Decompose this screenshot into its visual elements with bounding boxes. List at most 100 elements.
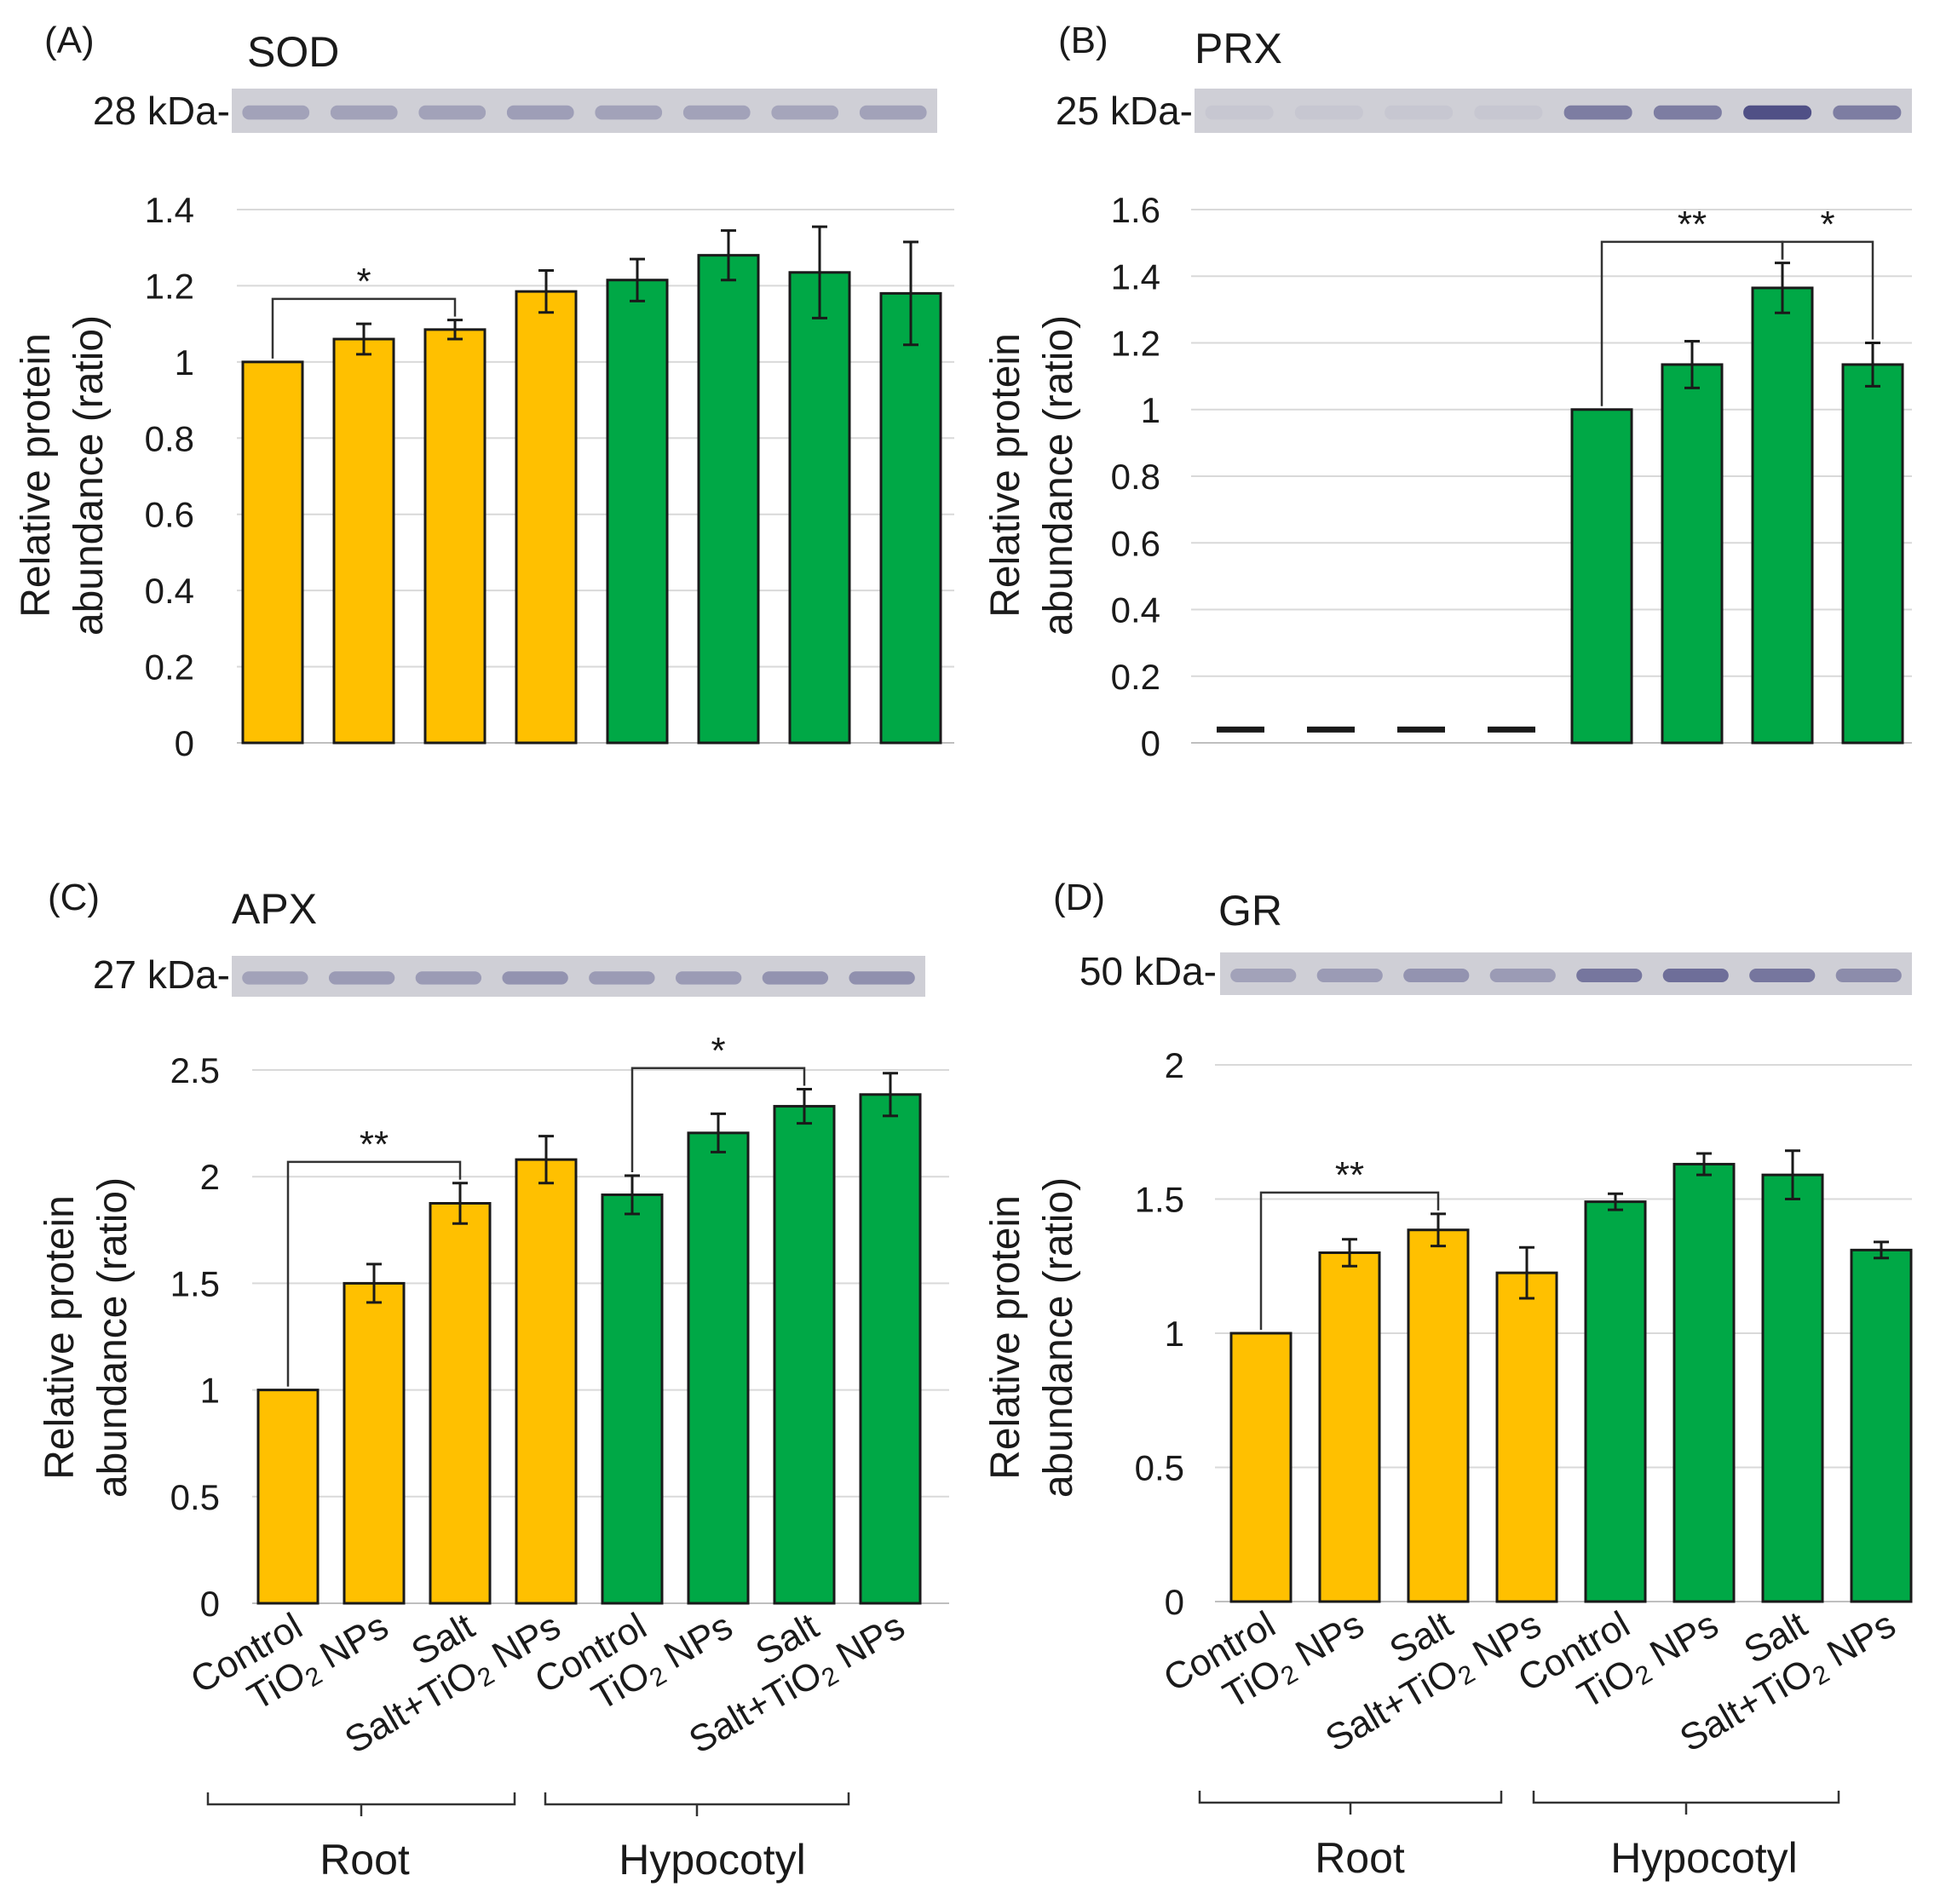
error-bar bbox=[711, 1112, 726, 1153]
y-tick-label: 0.6 bbox=[145, 495, 194, 535]
bar bbox=[773, 1105, 836, 1605]
bar bbox=[1318, 1251, 1381, 1603]
error-bar bbox=[1865, 342, 1880, 388]
error-bar bbox=[1608, 1192, 1623, 1211]
blot-band bbox=[1653, 105, 1722, 120]
western-blot bbox=[232, 89, 937, 133]
y-tick-label: 0.5 bbox=[170, 1477, 220, 1517]
bar bbox=[332, 337, 395, 745]
bar bbox=[601, 1193, 664, 1605]
western-blot bbox=[1220, 952, 1912, 995]
blot-band bbox=[682, 105, 751, 120]
blot-background bbox=[232, 89, 937, 133]
brace-line bbox=[1198, 1791, 1503, 1804]
y-tick-label: 1.4 bbox=[1111, 256, 1160, 296]
panel-title: APX bbox=[232, 885, 317, 933]
bar bbox=[1673, 1163, 1736, 1603]
band-size-label: 27 kDa- bbox=[93, 952, 230, 997]
bracket-line bbox=[1781, 240, 1874, 340]
blot-band bbox=[1563, 105, 1632, 120]
blot-band bbox=[1316, 969, 1383, 982]
y-tick-label: 2 bbox=[200, 1157, 220, 1197]
blot-band bbox=[762, 971, 829, 985]
panel-title: SOD bbox=[247, 28, 339, 76]
bar bbox=[1841, 363, 1904, 745]
bar bbox=[687, 1131, 750, 1605]
blot-band bbox=[1833, 105, 1902, 120]
blot-band bbox=[589, 971, 655, 985]
bar bbox=[1229, 1332, 1293, 1603]
error-bar bbox=[356, 322, 371, 356]
y-tick-label: 1 bbox=[175, 342, 194, 383]
blot-band bbox=[242, 971, 308, 985]
blot-band bbox=[506, 105, 574, 120]
y-tick-label: 1.5 bbox=[1135, 1180, 1184, 1220]
error-bar bbox=[1874, 1240, 1889, 1260]
significance-bracket: * bbox=[1781, 204, 1874, 340]
significance-bracket: * bbox=[630, 1030, 806, 1172]
blot-band bbox=[502, 971, 568, 985]
blot-band bbox=[771, 105, 839, 120]
group-brace-hypocotyl: Hypocotyl bbox=[544, 1792, 850, 1884]
western-blot bbox=[232, 956, 925, 997]
bar bbox=[423, 328, 486, 745]
bar bbox=[697, 254, 760, 745]
error-bar bbox=[1519, 1245, 1534, 1300]
blot-band bbox=[418, 105, 486, 120]
y-tick-label: 1.4 bbox=[145, 190, 194, 230]
error-bar bbox=[630, 257, 645, 302]
blot-band bbox=[849, 971, 915, 985]
panel-1: (A) SOD 28 kDa- 0 0.2 0.4 0.6 0.8 1 1.2 1.4 Relativ… bbox=[14, 20, 954, 763]
y-axis-label: Relative protein abundance (ratio) bbox=[983, 1177, 1081, 1498]
group-brace-root: Root bbox=[1198, 1791, 1503, 1882]
blot-band bbox=[1230, 969, 1297, 982]
y-tick-label: 1 bbox=[1141, 390, 1160, 430]
panel-letter: (D) bbox=[1053, 877, 1105, 918]
group-label: Root bbox=[1315, 1834, 1405, 1882]
bar bbox=[1661, 363, 1724, 745]
blot-band bbox=[1489, 969, 1556, 982]
bar bbox=[788, 271, 851, 745]
panel-letter: (B) bbox=[1058, 20, 1108, 61]
error-bar bbox=[538, 1135, 554, 1185]
brace-line bbox=[206, 1792, 516, 1806]
blot-band bbox=[675, 971, 742, 985]
y-axis-label: Relative protein abundance (ratio) bbox=[14, 315, 112, 636]
bar bbox=[515, 290, 578, 745]
panel-title: PRX bbox=[1195, 25, 1282, 72]
error-bar bbox=[1775, 262, 1790, 314]
error-bar bbox=[366, 1263, 382, 1304]
bar bbox=[343, 1281, 406, 1605]
error-bar bbox=[1684, 340, 1700, 389]
y-tick-label: 2.5 bbox=[170, 1050, 220, 1090]
bar bbox=[1495, 1271, 1558, 1603]
group-label: Hypocotyl bbox=[1610, 1834, 1798, 1882]
panel-letter: (A) bbox=[44, 20, 95, 61]
band-size-label: 50 kDa- bbox=[1080, 949, 1217, 993]
y-tick-label: 0.6 bbox=[1111, 523, 1160, 563]
bar bbox=[859, 1093, 922, 1605]
error-bar bbox=[538, 269, 554, 314]
bar bbox=[1407, 1228, 1470, 1603]
error-bar bbox=[797, 1088, 812, 1125]
error-bar bbox=[1696, 1152, 1712, 1176]
panel-letter: (C) bbox=[48, 877, 100, 918]
y-tick-label: 0 bbox=[1141, 723, 1160, 763]
brace-line bbox=[544, 1792, 850, 1806]
significance-label: * bbox=[1820, 204, 1834, 245]
y-tick-label: 0.4 bbox=[1111, 590, 1160, 630]
error-bar bbox=[903, 240, 918, 347]
significance-label: ** bbox=[1678, 204, 1707, 245]
bar bbox=[1570, 408, 1633, 745]
y-tick-label: 1.2 bbox=[145, 266, 194, 306]
blot-band bbox=[1403, 969, 1470, 982]
blot-band bbox=[1205, 105, 1274, 120]
y-tick-label: 1 bbox=[1165, 1314, 1184, 1354]
error-bar bbox=[452, 1182, 468, 1225]
y-tick-label: 1 bbox=[200, 1371, 220, 1411]
y-tick-label: 1.2 bbox=[1111, 324, 1160, 364]
band-size-label: 25 kDa- bbox=[1056, 89, 1193, 133]
